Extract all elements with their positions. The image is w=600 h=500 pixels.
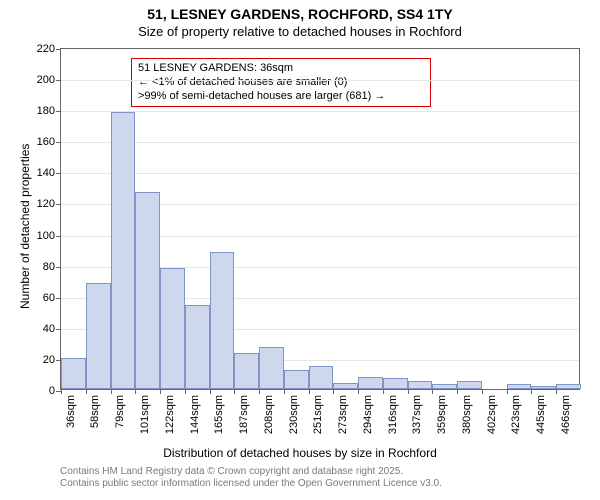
xtick-mark [210,389,211,394]
ytick-label: 100 [37,230,61,242]
xtick-label: 359sqm [436,395,448,434]
ytick-label: 220 [37,43,61,55]
bar [135,192,160,389]
xtick-label: 187sqm [238,395,250,434]
xtick-mark [507,389,508,394]
xtick-label: 316sqm [387,395,399,434]
xtick-mark [383,389,384,394]
ytick-label: 120 [37,198,61,210]
chart-container: { "title_line1": "51, LESNEY GARDENS, RO… [0,0,600,500]
xtick-mark [482,389,483,394]
bar [408,381,433,389]
gridline-horizontal [61,173,579,174]
xtick-label: 230sqm [288,395,300,434]
bar [160,268,185,389]
ytick-label: 80 [43,261,61,273]
x-axis-label: Distribution of detached houses by size … [0,446,600,460]
y-axis-label: Number of detached properties [18,144,32,309]
annotation-line-1: 51 LESNEY GARDENS: 36sqm [138,62,424,76]
footer-line-1: Contains HM Land Registry data © Crown c… [60,466,403,477]
xtick-label: 445sqm [535,395,547,434]
xtick-label: 165sqm [213,395,225,434]
xtick-mark [160,389,161,394]
bar [383,378,408,389]
ytick-label: 60 [43,292,61,304]
xtick-mark [185,389,186,394]
xtick-mark [531,389,532,394]
bar [61,358,86,389]
footer-line-2: Contains public sector information licen… [60,478,442,489]
chart-title-line1: 51, LESNEY GARDENS, ROCHFORD, SS4 1TY [0,6,600,22]
xtick-label: 294sqm [362,395,374,434]
bar [309,366,334,389]
bar [507,384,532,389]
annotation-line-2: ← <1% of detached houses are smaller (0) [138,76,424,90]
bar [358,377,383,389]
xtick-label: 337sqm [411,395,423,434]
xtick-label: 208sqm [263,395,275,434]
ytick-label: 140 [37,167,61,179]
annotation-box: 51 LESNEY GARDENS: 36sqm ← <1% of detach… [131,58,431,107]
xtick-label: 380sqm [461,395,473,434]
ytick-label: 40 [43,323,61,335]
xtick-mark [556,389,557,394]
xtick-mark [309,389,310,394]
bar [185,305,210,389]
bar [284,370,309,389]
xtick-mark [234,389,235,394]
xtick-mark [284,389,285,394]
xtick-mark [432,389,433,394]
bar [457,381,482,389]
xtick-label: 101sqm [139,395,151,434]
xtick-label: 423sqm [510,395,522,434]
xtick-mark [86,389,87,394]
plot-area: 51 LESNEY GARDENS: 36sqm ← <1% of detach… [60,48,580,390]
xtick-mark [333,389,334,394]
xtick-label: 251sqm [312,395,324,434]
bar [432,384,457,389]
xtick-mark [111,389,112,394]
xtick-label: 402sqm [486,395,498,434]
xtick-label: 58sqm [89,395,101,428]
bar [333,383,358,389]
ytick-label: 20 [43,354,61,366]
ytick-label: 0 [49,385,61,397]
gridline-horizontal [61,111,579,112]
gridline-horizontal [61,142,579,143]
gridline-horizontal [61,80,579,81]
ytick-label: 180 [37,105,61,117]
ytick-label: 160 [37,136,61,148]
xtick-label: 273sqm [337,395,349,434]
xtick-label: 122sqm [164,395,176,434]
xtick-mark [259,389,260,394]
bar [86,283,111,389]
annotation-line-3: >99% of semi-detached houses are larger … [138,90,424,104]
xtick-mark [408,389,409,394]
xtick-label: 144sqm [189,395,201,434]
bar [556,384,581,389]
ytick-label: 200 [37,74,61,86]
xtick-label: 466sqm [560,395,572,434]
xtick-mark [135,389,136,394]
bar [259,347,284,389]
chart-title-line2: Size of property relative to detached ho… [0,24,600,39]
bar [531,386,556,389]
bar [111,112,136,389]
xtick-mark [61,389,62,394]
xtick-label: 79sqm [114,395,126,428]
bar [234,353,259,389]
xtick-label: 36sqm [65,395,77,428]
xtick-mark [358,389,359,394]
xtick-mark [457,389,458,394]
bar [210,252,235,389]
